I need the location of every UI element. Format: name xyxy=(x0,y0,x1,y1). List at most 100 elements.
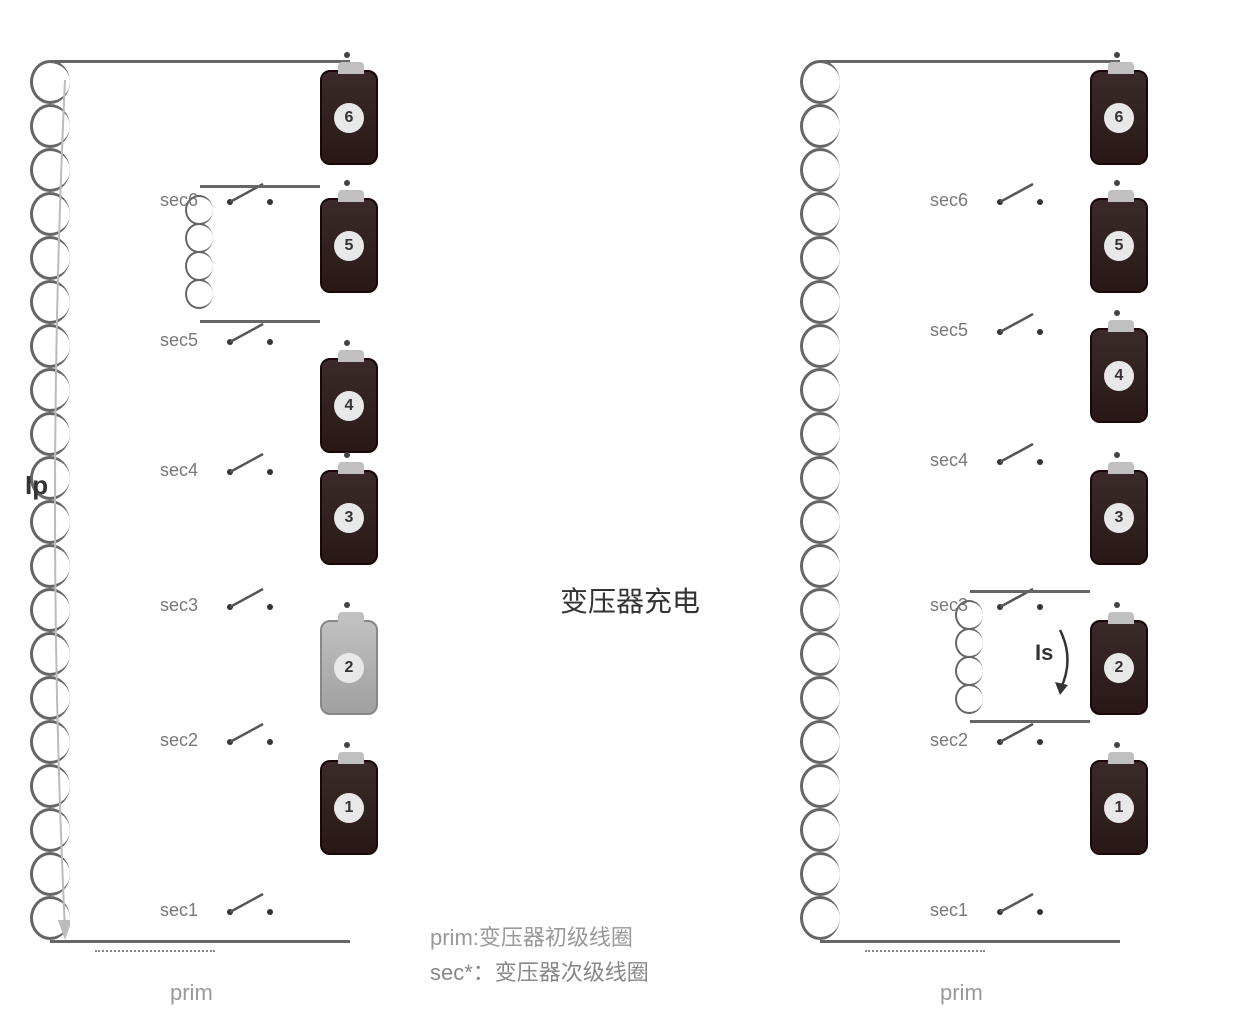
switch-icon xyxy=(995,890,1045,920)
sec-inductor-bump xyxy=(185,251,213,281)
battery-number-label: 4 xyxy=(334,391,364,421)
switch-label: sec1 xyxy=(160,900,198,921)
switch-label: sec4 xyxy=(930,450,968,471)
sec-loop-wire xyxy=(970,590,1090,593)
coil-bump xyxy=(800,104,840,148)
right-circuit-panel: 654321 sec6sec5sec4sec3sec2sec1 Is prim xyxy=(800,20,1180,980)
coil-bump xyxy=(30,500,70,544)
battery-number-label: 3 xyxy=(334,503,364,533)
coil-bump xyxy=(800,236,840,280)
coil-bump xyxy=(800,148,840,192)
sec-loop-wire xyxy=(970,720,1090,723)
switch-label: sec3 xyxy=(160,595,198,616)
node-dot xyxy=(344,742,350,748)
battery-cap xyxy=(1108,612,1134,624)
switch-icon xyxy=(995,720,1045,750)
battery-number-label: 6 xyxy=(334,103,364,133)
coil-bump xyxy=(30,280,70,324)
switch-icon xyxy=(225,450,275,480)
battery-number-label: 2 xyxy=(1104,653,1134,683)
node-dot xyxy=(1114,742,1120,748)
switch-icon xyxy=(995,180,1045,210)
wire-top xyxy=(50,60,350,63)
node-dot xyxy=(1114,310,1120,316)
coil-bump xyxy=(800,808,840,852)
battery-number-label: 5 xyxy=(334,231,364,261)
node-dot xyxy=(344,452,350,458)
battery-cap xyxy=(338,612,364,624)
prim-label: prim xyxy=(940,980,983,1006)
sec-loop-wire xyxy=(200,320,320,323)
switch-label: sec4 xyxy=(160,460,198,481)
switch-icon xyxy=(995,440,1045,470)
coil-bump xyxy=(30,324,70,368)
sec-inductor-bump xyxy=(185,279,213,309)
battery-cap xyxy=(338,462,364,474)
node-dot xyxy=(1114,452,1120,458)
switch-label: sec5 xyxy=(930,320,968,341)
switch-label: sec2 xyxy=(930,730,968,751)
battery-cap xyxy=(1108,62,1134,74)
coil-bump xyxy=(30,808,70,852)
coil-bump xyxy=(30,632,70,676)
coil-bump xyxy=(30,412,70,456)
sec-inductor-bump xyxy=(185,195,213,225)
wire-bottom xyxy=(50,940,350,943)
coil-bump xyxy=(30,676,70,720)
battery-cell-3: 3 xyxy=(1090,470,1148,565)
sec-inductor-bump xyxy=(955,628,983,658)
sec-loop-wire xyxy=(200,185,320,188)
is-arrow-icon xyxy=(1000,610,1080,710)
battery-number-label: 5 xyxy=(1104,231,1134,261)
coil-bump xyxy=(800,676,840,720)
node-dot xyxy=(344,602,350,608)
sec-inductor-bump xyxy=(955,656,983,686)
battery-cell-2: 2 xyxy=(320,620,378,715)
battery-cell-6: 6 xyxy=(1090,70,1148,165)
coil-bump xyxy=(800,324,840,368)
left-circuit-panel: Ip 654321 sec6sec5sec4sec3sec2sec1 prim xyxy=(30,20,410,980)
diagram-legend: prim:变压器初级线圈 sec*：变压器次级线圈 xyxy=(430,920,730,990)
battery-cap xyxy=(1108,752,1134,764)
battery-cell-4: 4 xyxy=(320,358,378,453)
switch-label: sec5 xyxy=(160,330,198,351)
primary-coil-right xyxy=(800,60,840,940)
battery-number-label: 6 xyxy=(1104,103,1134,133)
coil-bump xyxy=(30,764,70,808)
battery-cap xyxy=(1108,190,1134,202)
switch-icon xyxy=(995,310,1045,340)
coil-bump xyxy=(30,148,70,192)
battery-cell-6: 6 xyxy=(320,70,378,165)
node-dot xyxy=(1114,52,1120,58)
sec-inductor-bump xyxy=(955,600,983,630)
wire-bottom xyxy=(820,940,1120,943)
battery-cap xyxy=(1108,320,1134,332)
battery-number-label: 4 xyxy=(1104,361,1134,391)
battery-cell-5: 5 xyxy=(320,198,378,293)
coil-bump xyxy=(30,544,70,588)
switch-icon xyxy=(225,720,275,750)
coil-bump xyxy=(800,588,840,632)
coil-bump xyxy=(30,896,70,940)
coil-bump xyxy=(800,412,840,456)
sec-inductor-bump xyxy=(955,684,983,714)
coil-bump xyxy=(30,368,70,412)
dotted-line xyxy=(95,950,215,952)
node-dot xyxy=(1114,180,1120,186)
coil-bump xyxy=(800,896,840,940)
coil-bump xyxy=(30,104,70,148)
switch-icon xyxy=(225,320,275,350)
switch-label: sec6 xyxy=(930,190,968,211)
coil-bump xyxy=(800,456,840,500)
wire-top xyxy=(820,60,1120,63)
node-dot xyxy=(344,180,350,186)
battery-cell-4: 4 xyxy=(1090,328,1148,423)
coil-bump xyxy=(30,192,70,236)
coil-bump xyxy=(800,852,840,896)
battery-cell-5: 5 xyxy=(1090,198,1148,293)
battery-cell-1: 1 xyxy=(320,760,378,855)
coil-bump xyxy=(800,720,840,764)
prim-label: prim xyxy=(170,980,213,1006)
node-dot xyxy=(1114,602,1120,608)
coil-bump xyxy=(800,368,840,412)
